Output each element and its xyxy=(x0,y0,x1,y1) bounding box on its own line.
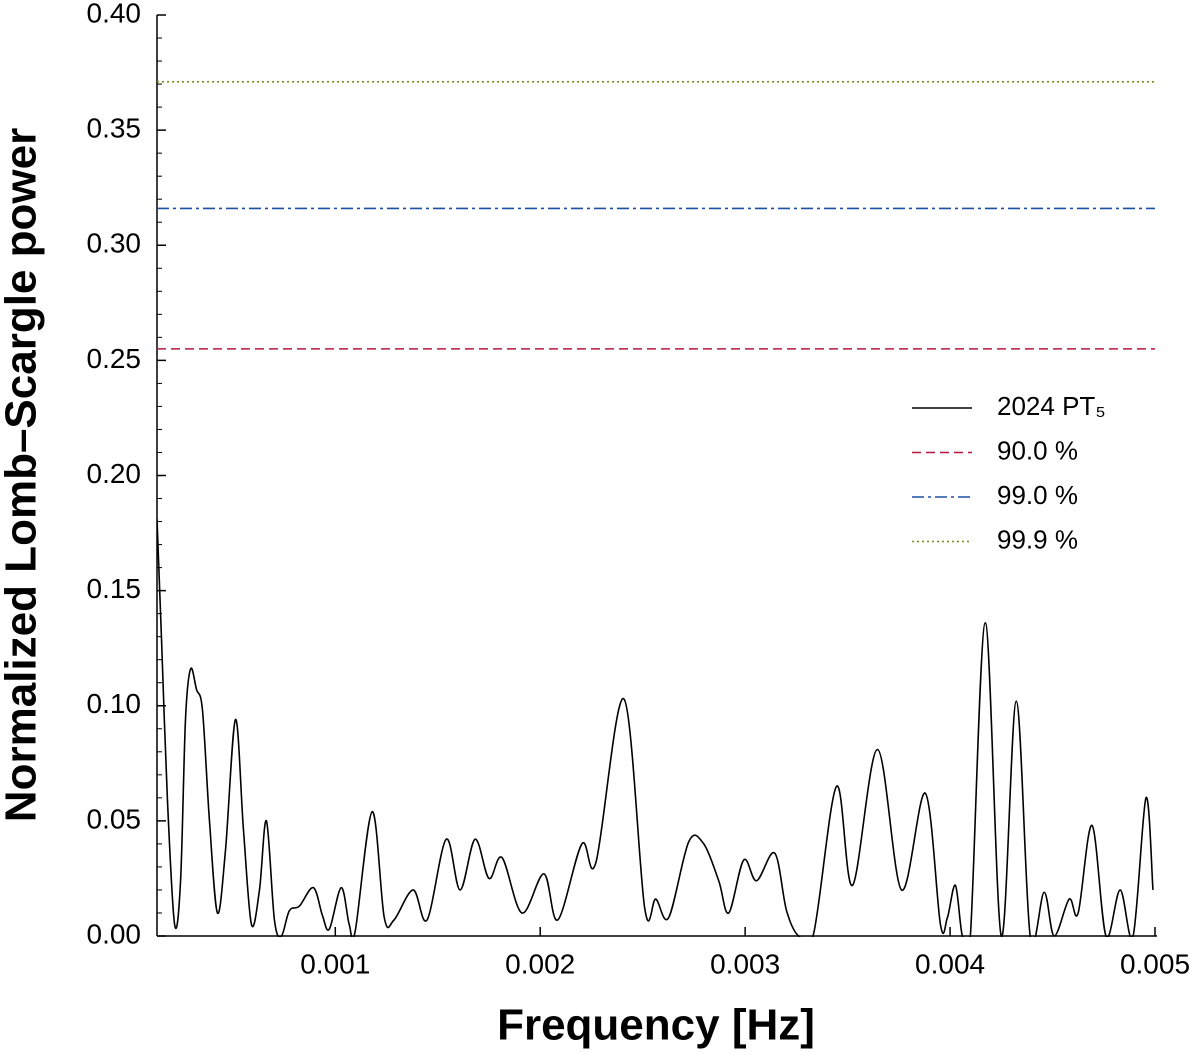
plot-area xyxy=(157,80,1155,937)
x-tick-label: 0.005 xyxy=(1120,948,1190,979)
y-tick-label: 0.10 xyxy=(87,688,142,719)
y-tick-label: 0.20 xyxy=(87,458,142,489)
x-tick-label: 0.002 xyxy=(505,948,575,979)
y-tick-label: 0.05 xyxy=(87,803,142,834)
x-tick-label: 0.004 xyxy=(915,948,985,979)
series-line xyxy=(157,519,1154,937)
x-tick-label: 0.003 xyxy=(710,948,780,979)
legend-label: 99.9 % xyxy=(997,524,1078,554)
y-axis-title: Normalized Lomb–Scargle power xyxy=(0,128,46,822)
y-tick-label: 0.35 xyxy=(87,113,142,144)
y-tick-label: 0.15 xyxy=(87,573,142,604)
legend-label: 90.0 % xyxy=(997,435,1078,465)
legend-label: 99.0 % xyxy=(997,480,1078,510)
y-tick-label: 0.30 xyxy=(87,228,142,259)
y-tick-label: 0.00 xyxy=(87,918,142,949)
y-tick-label: 0.25 xyxy=(87,343,142,374)
x-axis-title: Frequency [Hz] xyxy=(497,1001,815,1050)
x-tick-label: 0.001 xyxy=(300,948,370,979)
y-tick-label: 0.40 xyxy=(87,0,142,28)
legend-label: 2024 PT₅ xyxy=(997,391,1106,421)
